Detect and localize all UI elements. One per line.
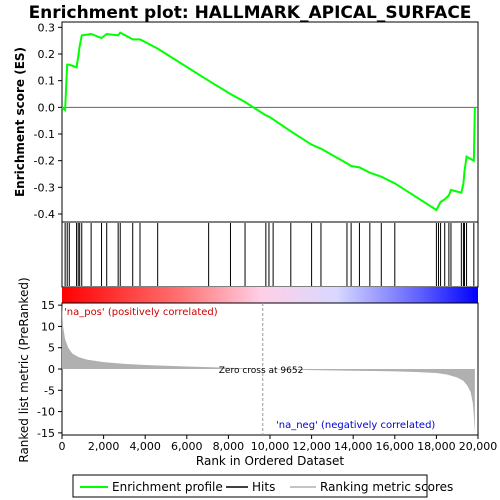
es-tick-label: 0.1 bbox=[38, 75, 56, 88]
es-tick-label: 0.2 bbox=[38, 48, 56, 61]
pos-correlated-label: 'na_pos' (positively correlated) bbox=[64, 307, 218, 318]
x-tick-label: 8,000 bbox=[213, 440, 245, 453]
metric-tick-label: -15 bbox=[37, 427, 55, 440]
es-panel bbox=[62, 22, 478, 222]
legend-metric-label: Ranking metric scores bbox=[320, 480, 453, 494]
metric-tick-label: -10 bbox=[37, 406, 55, 419]
x-tick-label: 2,000 bbox=[88, 440, 120, 453]
es-tick-label: -0.4 bbox=[34, 208, 55, 221]
neg-correlated-label: 'na_neg' (negatively correlated) bbox=[276, 420, 435, 431]
x-axis-title: Rank in Ordered Dataset bbox=[196, 454, 344, 468]
metric-tick-label: 0 bbox=[48, 363, 55, 376]
x-tick-label: 10,000 bbox=[251, 440, 290, 453]
x-tick-label: 6,000 bbox=[171, 440, 203, 453]
es-axis-title: Enrichment score (ES) bbox=[13, 47, 27, 197]
es-tick-label: 0.3 bbox=[38, 21, 56, 34]
metric-tick-label: 15 bbox=[41, 299, 55, 312]
es-tick-label: -0.2 bbox=[34, 155, 55, 168]
metric-tick-label: 10 bbox=[41, 320, 55, 333]
legend-hits-label: Hits bbox=[252, 480, 275, 494]
x-tick-label: 4,000 bbox=[129, 440, 161, 453]
ranking-heat-bar bbox=[62, 287, 478, 303]
metric-tick-label: -5 bbox=[44, 384, 55, 397]
x-tick-label: 18,000 bbox=[417, 440, 456, 453]
chart-title: Enrichment plot: HALLMARK_APICAL_SURFACE bbox=[29, 3, 472, 23]
es-tick-label: -0.3 bbox=[34, 181, 55, 194]
x-tick-label: 12,000 bbox=[292, 440, 331, 453]
metric-tick-label: 5 bbox=[48, 342, 55, 355]
x-tick-label: 20,000 bbox=[459, 440, 498, 453]
metric-axis-title: Ranked list metric (PreRanked) bbox=[17, 277, 31, 462]
zero-cross-label: Zero cross at 9652 bbox=[219, 366, 304, 376]
es-tick-label: -0.1 bbox=[34, 128, 55, 141]
x-tick-label: 14,000 bbox=[334, 440, 373, 453]
x-tick-label: 16,000 bbox=[376, 440, 415, 453]
hits-panel bbox=[62, 222, 478, 287]
es-tick-label: 0.0 bbox=[38, 101, 56, 114]
metric-axis: 15 10 5 0 -5 -10 -15 bbox=[37, 299, 62, 440]
x-axis: 0 2,000 4,000 6,000 8,000 10,000 12,000 14,000 1… bbox=[59, 435, 498, 453]
legend-es-label: Enrichment profile bbox=[112, 480, 223, 494]
x-tick-label: 0 bbox=[59, 440, 66, 453]
